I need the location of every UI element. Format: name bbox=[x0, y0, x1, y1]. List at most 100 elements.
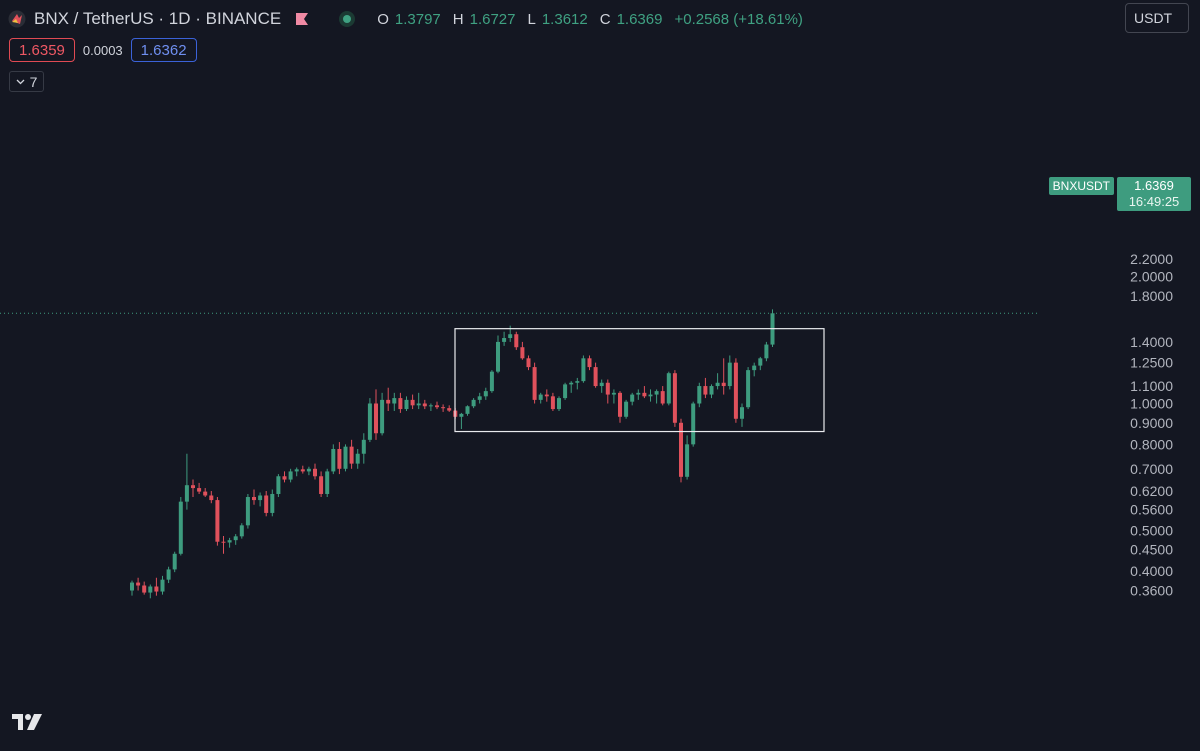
low-value: 1.3612 bbox=[541, 10, 588, 28]
candle-body bbox=[282, 476, 287, 480]
buy-button[interactable]: 1.6362 bbox=[130, 38, 197, 62]
candle bbox=[563, 382, 568, 400]
symbol-title[interactable]: BNX / TetherUS · 1D · BINANCE bbox=[34, 9, 282, 28]
candle-body bbox=[538, 394, 543, 400]
y-tick-label: 0.6200 bbox=[1130, 483, 1173, 499]
close-label: C bbox=[599, 10, 611, 28]
tradingview-logo-icon[interactable] bbox=[12, 712, 48, 732]
symbol-tag: BNXUSDT bbox=[1048, 177, 1114, 195]
candle-body bbox=[313, 468, 317, 477]
candle bbox=[538, 392, 543, 404]
indicators-toggle[interactable]: 7 bbox=[9, 71, 44, 92]
candle-body bbox=[367, 403, 372, 440]
candle-body bbox=[331, 448, 336, 472]
candle-body bbox=[575, 381, 580, 383]
candle-body bbox=[593, 367, 598, 387]
candle bbox=[410, 394, 415, 410]
candle-body bbox=[270, 493, 275, 513]
candle bbox=[203, 488, 208, 498]
candle-body bbox=[679, 422, 683, 477]
candle-body bbox=[215, 500, 220, 542]
candle-body bbox=[532, 367, 537, 400]
candle-body bbox=[130, 582, 134, 591]
candle-body bbox=[685, 444, 690, 477]
candle-body bbox=[709, 386, 714, 395]
candle bbox=[526, 355, 531, 371]
candle-body bbox=[294, 469, 299, 472]
candle-body bbox=[526, 358, 531, 368]
candle bbox=[184, 453, 189, 510]
candle-body bbox=[441, 407, 446, 409]
candle-body bbox=[203, 491, 208, 496]
y-tick-label: 1.0000 bbox=[1130, 396, 1173, 412]
candle-body bbox=[349, 446, 354, 464]
currency-selector[interactable]: USDT bbox=[1125, 3, 1189, 33]
y-tick-label: 0.4500 bbox=[1130, 542, 1173, 558]
candle bbox=[697, 382, 702, 408]
candle bbox=[331, 444, 336, 475]
candle-body bbox=[740, 407, 744, 419]
sell-button[interactable]: 1.6359 bbox=[9, 38, 75, 62]
candle-body bbox=[166, 569, 171, 580]
y-tick-label: 0.5000 bbox=[1130, 522, 1173, 538]
candle-body bbox=[471, 399, 476, 407]
candle-body bbox=[361, 439, 366, 454]
candle-body bbox=[703, 386, 708, 395]
range-box-drawing[interactable] bbox=[454, 328, 825, 433]
candle-body bbox=[422, 403, 427, 407]
candle bbox=[593, 362, 598, 388]
candle bbox=[477, 392, 482, 404]
candle-body bbox=[252, 497, 256, 501]
candle bbox=[209, 491, 214, 504]
y-tick-label: 1.8000 bbox=[1130, 288, 1173, 304]
candle-body bbox=[410, 399, 415, 406]
candle-body bbox=[258, 495, 263, 501]
candle bbox=[605, 379, 610, 404]
price-axis[interactable]: 2.2000 2.0000 1.8000 1.4000 1.2500 1.1000 1.00… bbox=[1130, 251, 1173, 598]
candle-body bbox=[660, 391, 665, 404]
candle bbox=[709, 384, 714, 399]
candle-body bbox=[587, 358, 592, 368]
candle-body bbox=[544, 394, 549, 397]
candle bbox=[215, 497, 220, 546]
candle-body bbox=[746, 370, 751, 408]
candle-body bbox=[343, 446, 348, 469]
candle bbox=[557, 396, 561, 411]
candle-body bbox=[337, 448, 342, 469]
candle-body bbox=[197, 488, 202, 492]
candle bbox=[715, 373, 720, 390]
candle-body bbox=[142, 585, 147, 593]
candle-body bbox=[465, 406, 470, 414]
y-tick-label: 2.0000 bbox=[1130, 269, 1173, 285]
candle bbox=[252, 489, 256, 505]
candle bbox=[727, 355, 732, 390]
candle bbox=[319, 471, 324, 498]
candle bbox=[758, 356, 763, 371]
candle-body bbox=[654, 391, 659, 395]
candle-body bbox=[648, 394, 653, 397]
candle bbox=[581, 355, 586, 383]
candle bbox=[154, 577, 159, 596]
candle bbox=[178, 497, 183, 556]
candle bbox=[575, 377, 580, 390]
candle-body bbox=[733, 362, 738, 419]
candle bbox=[136, 577, 141, 591]
candle bbox=[130, 580, 134, 596]
candle bbox=[361, 433, 366, 464]
candle bbox=[270, 489, 275, 517]
flag-icon[interactable] bbox=[295, 12, 309, 26]
candle bbox=[325, 468, 330, 498]
candle bbox=[648, 389, 653, 402]
candle-body bbox=[563, 384, 568, 399]
candle bbox=[471, 398, 476, 409]
candle bbox=[441, 404, 446, 412]
candle bbox=[721, 358, 726, 395]
y-tick-label: 0.3600 bbox=[1130, 583, 1173, 599]
chevron-down-icon bbox=[16, 79, 25, 84]
candle-body bbox=[209, 495, 214, 501]
candle-body bbox=[428, 405, 433, 407]
candle-body bbox=[148, 586, 153, 593]
bnx-logo-icon bbox=[8, 10, 26, 28]
candle bbox=[569, 381, 574, 393]
